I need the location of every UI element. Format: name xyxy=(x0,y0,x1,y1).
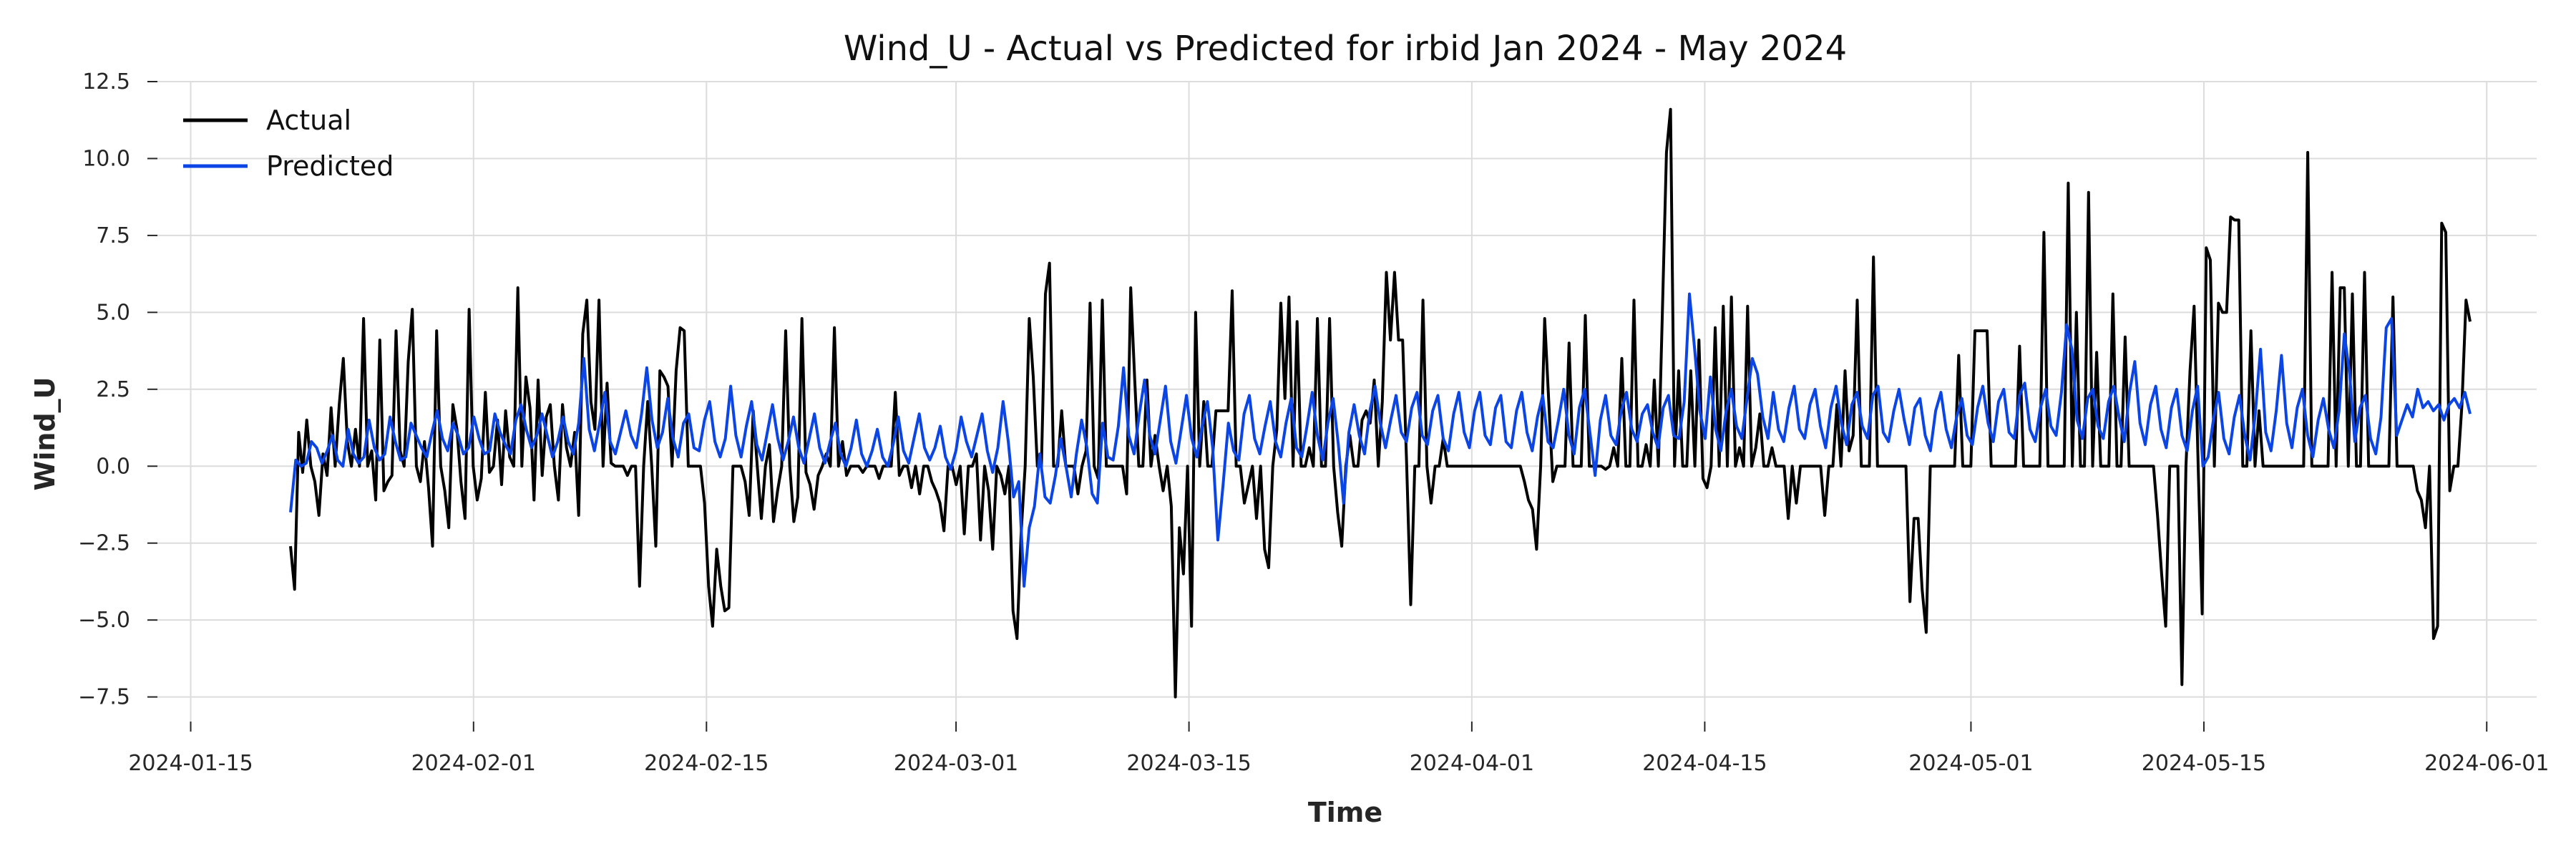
x-axis-label: Time xyxy=(1308,797,1382,828)
y-axis-ticks: 12.5 10.0 7.5 5.0 2.5 0.0 −2.5 −5.0 −7.5 xyxy=(78,69,157,710)
series-line-predicted xyxy=(289,292,2472,588)
y-tick-label: −2.5 xyxy=(78,531,130,556)
chart-title: Wind_U - Actual vs Predicted for irbid J… xyxy=(844,29,1847,69)
x-tick-label: 2024-03-01 xyxy=(894,751,1018,776)
y-tick-label: 0.0 xyxy=(96,454,130,479)
y-tick-label: −5.0 xyxy=(78,608,130,633)
series-lines xyxy=(289,107,2472,699)
y-tick-label: 7.5 xyxy=(96,223,130,248)
y-tick-label: 10.0 xyxy=(82,146,130,171)
x-tick-label: 2024-02-01 xyxy=(411,751,536,776)
x-tick-label: 2024-04-01 xyxy=(1410,751,1534,776)
y-tick-label: 5.0 xyxy=(96,300,130,325)
x-tick-label: 2024-06-01 xyxy=(2424,751,2549,776)
series-line-actual xyxy=(289,107,2472,699)
x-tick-label: 2024-02-15 xyxy=(644,751,769,776)
x-tick-label: 2024-01-15 xyxy=(128,751,253,776)
y-tick-label: 12.5 xyxy=(82,69,130,94)
y-tick-label: 2.5 xyxy=(96,377,130,402)
legend-label-actual: Actual xyxy=(266,105,351,136)
y-axis-label: Wind_U xyxy=(29,377,61,490)
x-tick-label: 2024-05-15 xyxy=(2142,751,2266,776)
x-axis-ticks: 2024-01-15 2024-02-01 2024-02-15 2024-03-01… xyxy=(128,722,2549,776)
legend-label-predicted: Predicted xyxy=(266,150,394,182)
legend: Actual Predicted xyxy=(183,105,394,182)
gridlines xyxy=(157,81,2537,722)
x-tick-label: 2024-03-15 xyxy=(1126,751,1251,776)
x-tick-label: 2024-04-15 xyxy=(1642,751,1767,776)
y-tick-label: −7.5 xyxy=(78,685,130,710)
x-tick-label: 2024-05-01 xyxy=(1908,751,2033,776)
